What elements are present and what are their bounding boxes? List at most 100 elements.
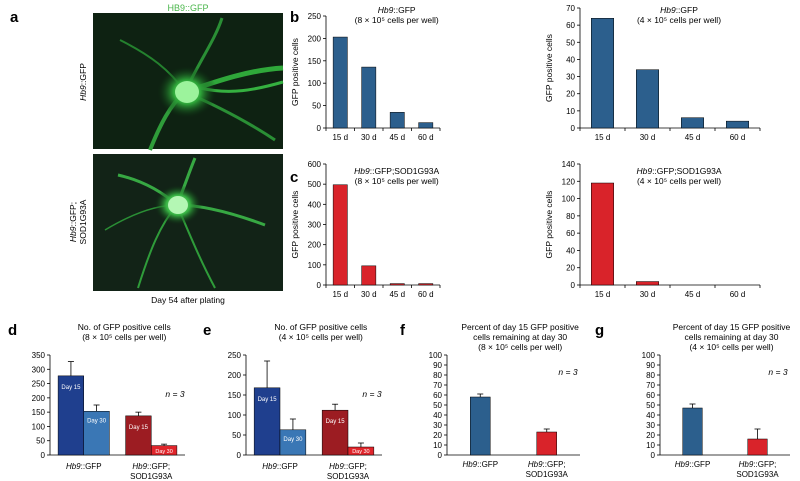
d-bar-inner-label: Day 15: [129, 425, 149, 431]
panel-letter-c: c: [290, 169, 298, 186]
c1-ytick-label: 200: [308, 241, 322, 250]
f-ytick-label: 60: [433, 391, 442, 400]
f-ytick-label: 10: [433, 441, 442, 450]
e-group-label-line2: SOD1G93A: [327, 472, 370, 481]
d-ytick-label: 300: [32, 365, 46, 374]
e-bar-inner-label: Day 30: [283, 437, 303, 443]
f-title: Percent of day 15 GFP positive: [461, 322, 579, 332]
g-ytick-label: 90: [646, 361, 655, 370]
d-group-label-line2: SOD1G93A: [130, 472, 173, 481]
d-bar-inner-label: Day 30: [155, 449, 172, 455]
c2-ytick-label: 100: [562, 195, 576, 204]
c1-ytick-label: 100: [308, 261, 322, 270]
b2-ytick-label: 10: [566, 107, 575, 116]
c1-title: Hb9::GFP;SOD1G93A: [354, 166, 439, 176]
panel-letter-b: b: [290, 9, 299, 26]
f-bar: [536, 431, 557, 456]
g-ytick-label: 50: [646, 401, 655, 410]
c2-ylabel: GFP positive cells: [544, 191, 554, 259]
b1-title: Hb9::GFP: [378, 5, 416, 15]
b1-xtick-label: 15 d: [332, 133, 348, 142]
g-bar: [747, 438, 768, 456]
b1-ytick-label: 0: [317, 124, 322, 133]
f-category-label: Hb9::GFP: [462, 460, 498, 469]
e-ytick-label: 50: [232, 431, 241, 440]
g-ytick-label: 70: [646, 381, 655, 390]
b1-ytick-label: 50: [312, 102, 321, 111]
d-bar: [125, 415, 152, 456]
g-n-label: n = 3: [768, 367, 787, 377]
b1-bar: [418, 122, 434, 129]
g-category-label: Hb9::GFP: [675, 460, 711, 469]
panel-letter-g: g: [595, 322, 604, 339]
panel-letter-e: e: [203, 322, 211, 339]
b1-xtick-label: 45 d: [389, 133, 405, 142]
g-ytick-label: 30: [646, 421, 655, 430]
b2-xtick-label: 30 d: [640, 133, 656, 142]
e-ytick-label: 0: [237, 451, 242, 460]
e-bar-inner-label: Day 30: [352, 449, 369, 455]
b1-bar: [389, 112, 405, 129]
c2-ytick-label: 60: [566, 229, 575, 238]
d-ytick-label: 50: [36, 437, 45, 446]
g-title-line2: cells remaining at day 30: [684, 332, 778, 342]
g-bar: [682, 407, 703, 456]
c1-ytick-label: 0: [317, 281, 322, 290]
e-ytick-label: 250: [228, 351, 242, 360]
e-title-line2: (4 × 10⁵ cells per well): [279, 332, 363, 342]
c1-ylabel: GFP positive cells: [290, 191, 300, 259]
d-bar: [83, 411, 110, 456]
b2-ytick-label: 20: [566, 90, 575, 99]
d-ytick-label: 150: [32, 408, 46, 417]
f-ytick-label: 90: [433, 361, 442, 370]
e-bar: [253, 387, 281, 456]
c2-ytick-label: 0: [571, 281, 576, 290]
g-ytick-label: 0: [651, 451, 656, 460]
d-n-label: n = 3: [165, 389, 184, 399]
b1-title-line2: (8 × 10⁵ cells per well): [355, 15, 439, 25]
b2-title: Hb9::GFP: [660, 5, 698, 15]
g-ytick-label: 10: [646, 441, 655, 450]
e-group-label: Hb9::GFP;: [329, 462, 367, 471]
c1-ytick-label: 400: [308, 200, 322, 209]
c2-ytick-label: 20: [566, 264, 575, 273]
e-bar: [347, 446, 375, 456]
b2-ytick-label: 70: [566, 4, 575, 13]
b2-ytick-label: 50: [566, 38, 575, 47]
c1-ytick-label: 600: [308, 160, 322, 169]
b2-bar: [681, 117, 704, 129]
c1-xtick-label: 15 d: [332, 290, 348, 299]
micrograph-hb9-gfp-sod1: [93, 154, 283, 291]
f-title-line2: cells remaining at day 30: [473, 332, 567, 342]
e-ytick-label: 150: [228, 391, 242, 400]
d-group-label: Hb9::GFP: [66, 462, 102, 471]
d-ytick-label: 250: [32, 380, 46, 389]
g-ytick-label: 40: [646, 411, 655, 420]
b1-ytick-label: 250: [308, 12, 322, 21]
panel-letter-d: d: [8, 322, 17, 339]
d-title-line2: (8 × 10⁵ cells per well): [82, 332, 166, 342]
c1-bar: [361, 265, 377, 286]
b2-ylabel: GFP positive cells: [544, 34, 554, 102]
g-category-label-line2: SOD1G93A: [736, 470, 779, 479]
c2-ytick-label: 140: [562, 160, 576, 169]
c2-bar: [591, 182, 614, 286]
e-ytick-label: 100: [228, 411, 242, 420]
c2-title: Hb9::GFP;SOD1G93A: [636, 166, 721, 176]
b1-ylabel: GFP positive cells: [290, 38, 300, 106]
b1-ytick-label: 100: [308, 79, 322, 88]
c1-ytick-label: 300: [308, 221, 322, 230]
g-ytick-label: 60: [646, 391, 655, 400]
f-category-label-line2: SOD1G93A: [526, 470, 569, 479]
b2-xtick-label: 45 d: [685, 133, 701, 142]
b2-bar: [726, 120, 749, 129]
b2-xtick-label: 15 d: [595, 133, 611, 142]
e-n-label: n = 3: [362, 389, 381, 399]
row1-side-label: Hb9::GFP: [78, 63, 88, 101]
b2-ytick-label: 60: [566, 21, 575, 30]
f-ytick-label: 20: [433, 431, 442, 440]
c2-xtick-label: 15 d: [595, 290, 611, 299]
f-n-label: n = 3: [558, 367, 577, 377]
c2-title-line2: (4 × 10⁵ cells per well): [637, 176, 721, 186]
